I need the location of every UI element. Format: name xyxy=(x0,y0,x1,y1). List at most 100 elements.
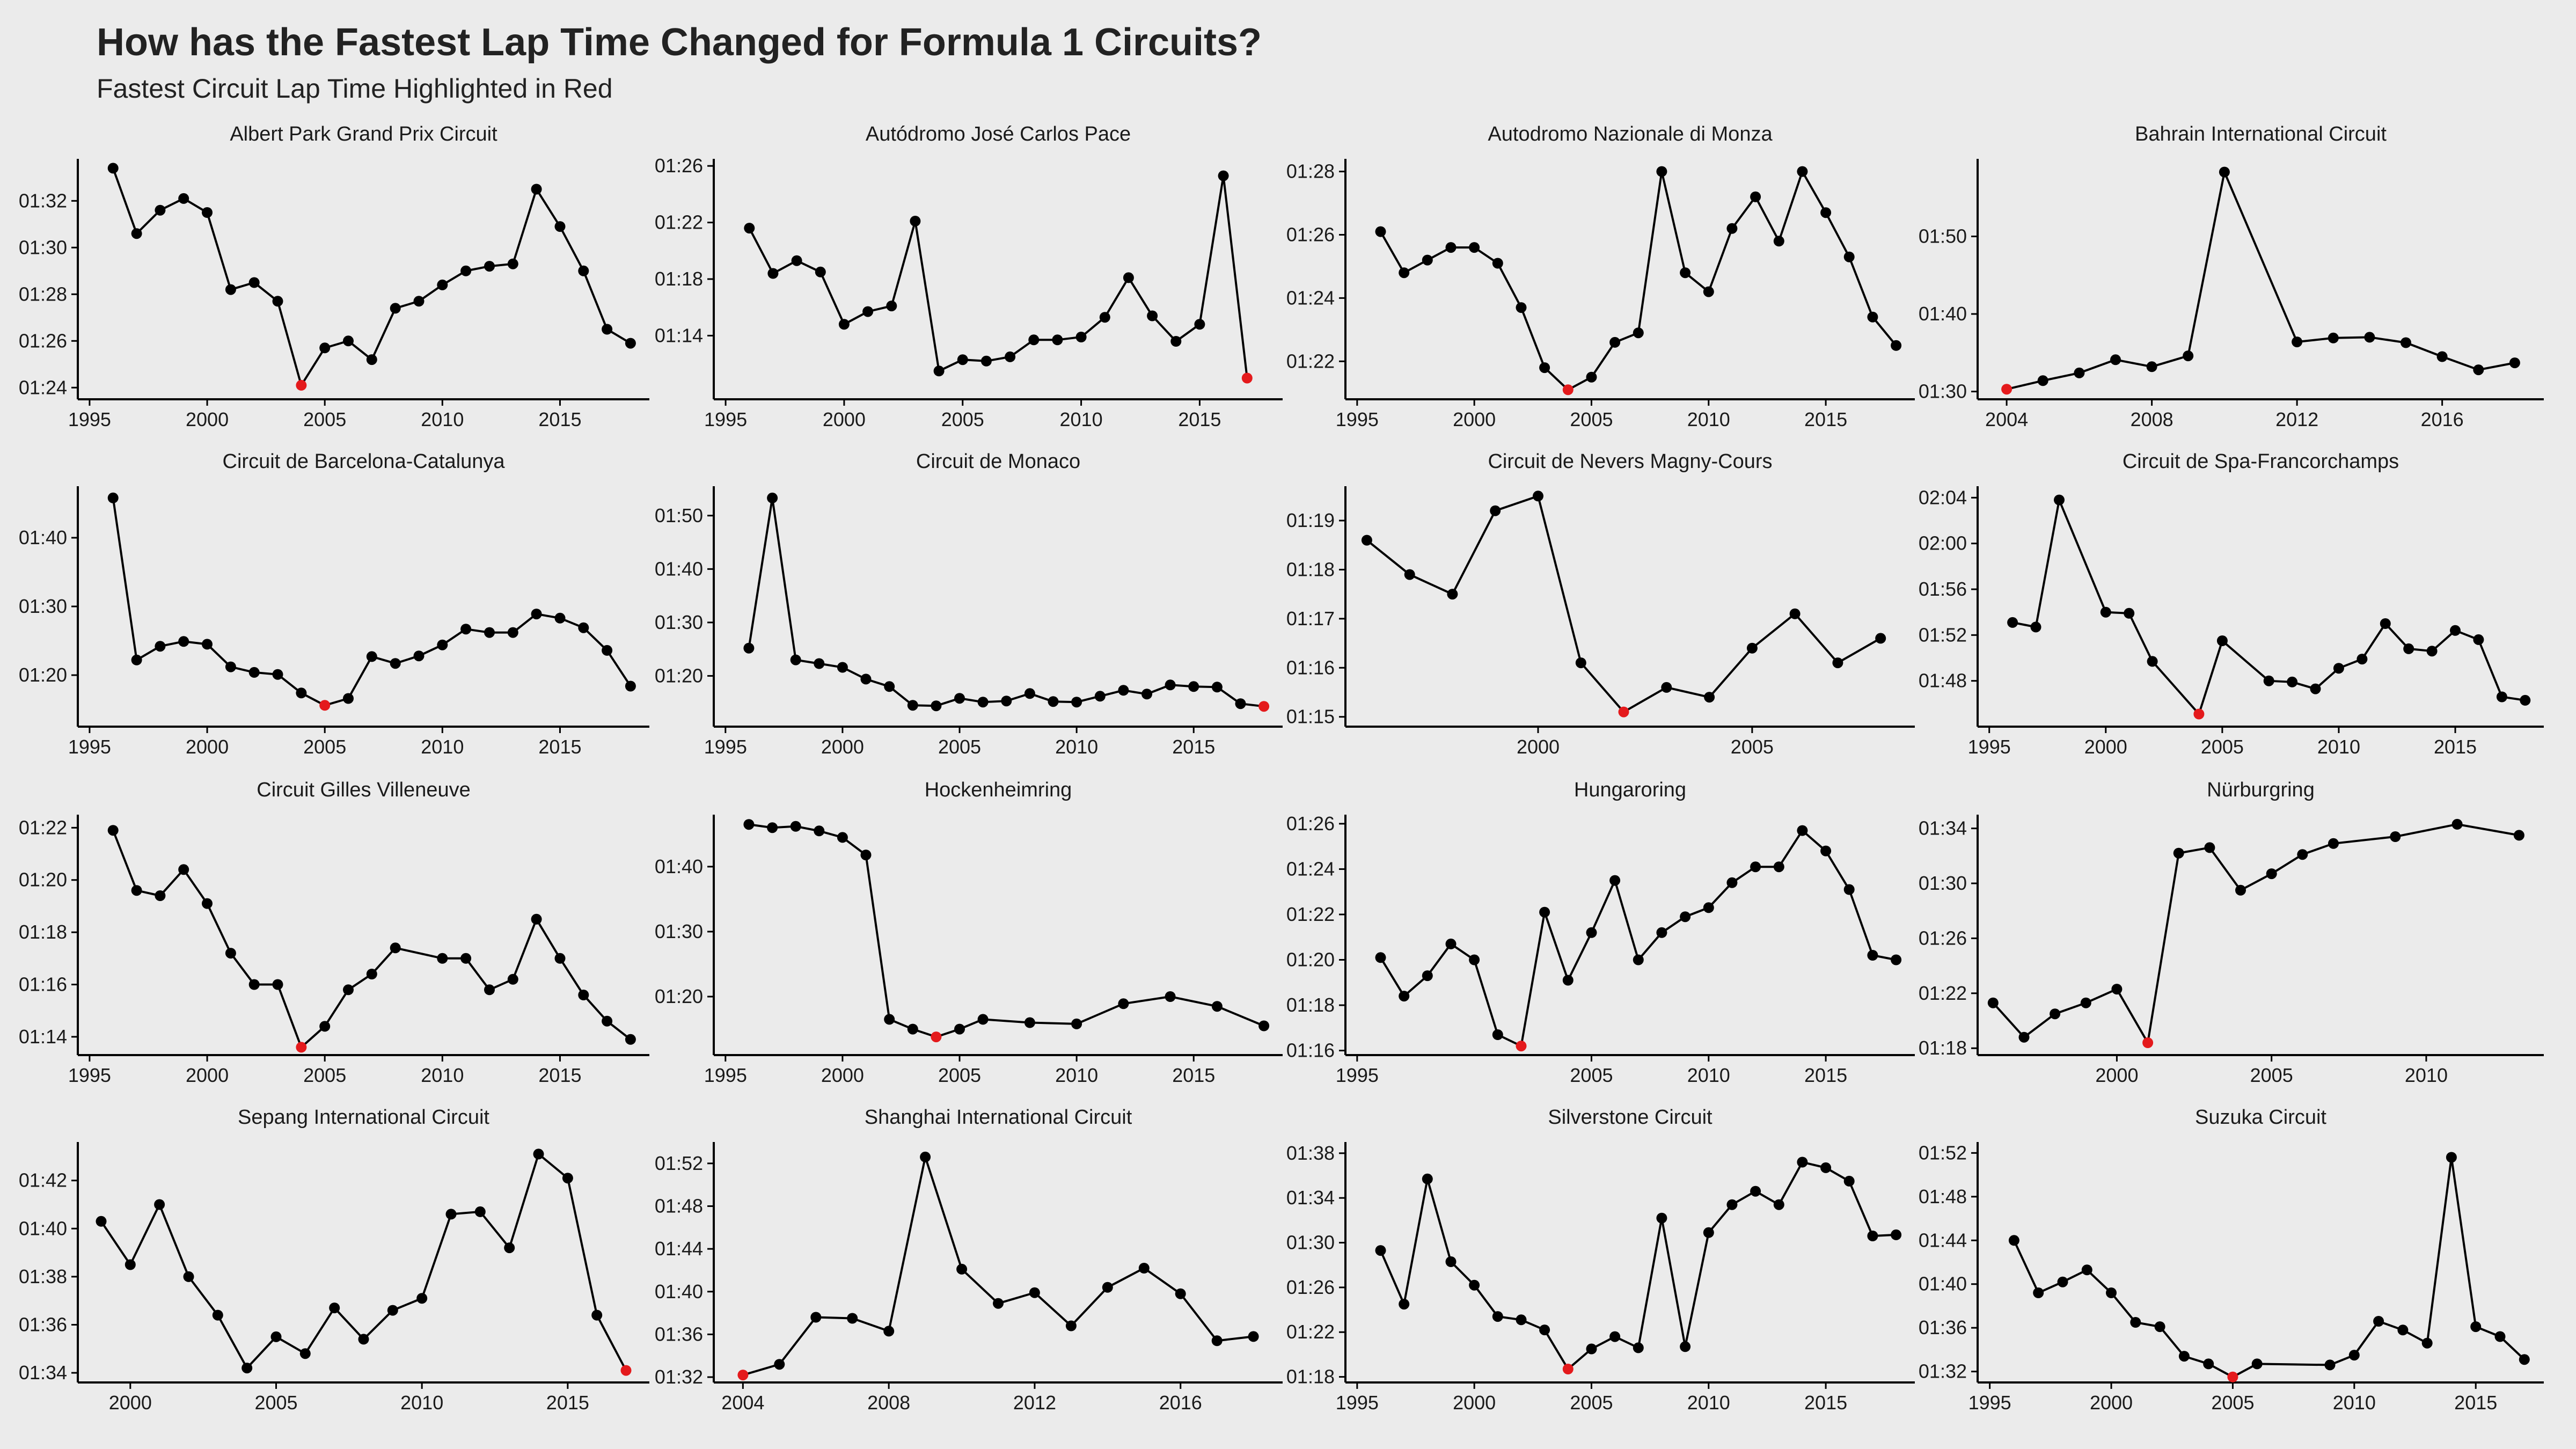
y-tick-label: 02:00 xyxy=(1919,532,1967,554)
data-point xyxy=(2450,625,2461,636)
x-tick-label: 1995 xyxy=(68,408,111,430)
x-tick-label: 2005 xyxy=(938,736,981,758)
x-tick-label: 2010 xyxy=(1055,736,1098,758)
data-point xyxy=(602,324,613,335)
x-tick-label: 2005 xyxy=(303,408,346,430)
data-point xyxy=(1891,340,1902,351)
data-point xyxy=(1516,1314,1527,1326)
data-point xyxy=(1633,327,1644,339)
data-point xyxy=(531,609,542,620)
data-point xyxy=(1175,1288,1186,1299)
data-point xyxy=(507,627,518,638)
data-point xyxy=(1029,1287,1040,1298)
data-point xyxy=(1750,861,1761,873)
data-point xyxy=(1609,1331,1621,1342)
y-tick-label: 01:26 xyxy=(19,330,67,352)
series-line xyxy=(1379,169,1897,391)
chart-title: How has the Fastest Lap Time Changed for… xyxy=(97,21,1262,64)
data-point xyxy=(413,296,425,307)
data-point xyxy=(554,612,566,624)
panel: Autódromo José Carlos Pace 1995 2000 2005 20… xyxy=(655,123,1283,430)
data-point xyxy=(1703,902,1714,913)
data-point xyxy=(107,825,119,836)
x-tick-label: 2000 xyxy=(2095,1064,2138,1086)
fastest-lap-point xyxy=(1562,1364,1574,1374)
data-point xyxy=(838,319,850,330)
data-point xyxy=(1891,954,1902,965)
data-point xyxy=(1820,845,1832,857)
data-point xyxy=(225,948,236,959)
x-tick-label: 2016 xyxy=(1159,1392,1202,1414)
data-point xyxy=(2251,1358,2263,1370)
x-tick-label: 1995 xyxy=(1968,1392,2011,1414)
fastest-lap-point xyxy=(296,1042,307,1053)
panel: Shanghai International Circuit 2004 2008 20… xyxy=(655,1106,1283,1414)
data-point xyxy=(1575,657,1586,669)
panel-title: Hungaroring xyxy=(1574,779,1686,801)
x-tick-label: 2005 xyxy=(303,736,346,758)
data-point xyxy=(202,639,213,650)
data-point xyxy=(1703,1227,1714,1238)
data-point xyxy=(1235,698,1246,709)
data-point xyxy=(1633,1342,1644,1353)
x-tick-label: 2010 xyxy=(1055,1064,1098,1086)
x-tick-label: 2015 xyxy=(546,1392,589,1414)
data-point xyxy=(2173,847,2184,859)
data-point xyxy=(202,207,213,218)
y-tick-label: 01:30 xyxy=(19,236,67,258)
data-point xyxy=(837,832,848,843)
data-point xyxy=(2154,1321,2165,1333)
fastest-lap-point xyxy=(620,1365,632,1376)
panel-title: Bahrain International Circuit xyxy=(2135,123,2387,145)
y-tick-label: 01:20 xyxy=(19,664,67,686)
panel: Sepang International Circuit 2000 2005 2010… xyxy=(19,1106,649,1414)
data-point xyxy=(2106,1287,2117,1298)
data-point xyxy=(241,1363,253,1374)
data-point xyxy=(178,636,189,647)
x-tick-label: 2010 xyxy=(2333,1392,2376,1414)
data-point xyxy=(366,651,377,662)
data-point xyxy=(1075,332,1087,342)
data-point xyxy=(2333,663,2344,674)
data-point xyxy=(1422,254,1433,266)
y-tick-label: 01:28 xyxy=(19,283,67,305)
data-point xyxy=(1211,1335,1223,1346)
data-point xyxy=(437,639,448,650)
panel-title: Autódromo José Carlos Pace xyxy=(866,123,1131,145)
data-point xyxy=(1516,302,1527,313)
series-line xyxy=(748,175,1248,378)
y-tick-label: 01:22 xyxy=(655,211,703,233)
data-point xyxy=(1867,311,1878,323)
panel-title: Sepang International Circuit xyxy=(238,1106,489,1129)
data-point xyxy=(1867,950,1878,961)
y-tick-label: 01:26 xyxy=(1286,813,1335,835)
data-point xyxy=(2266,868,2277,880)
x-tick-label: 2005 xyxy=(1570,1064,1613,1086)
fastest-lap-point xyxy=(2142,1037,2154,1048)
data-point xyxy=(602,645,613,656)
data-point xyxy=(2364,332,2375,343)
panel-title: Hockenheimring xyxy=(925,779,1072,801)
data-point xyxy=(1726,223,1738,234)
data-point xyxy=(1726,877,1738,888)
data-point xyxy=(1750,191,1761,202)
data-point xyxy=(183,1271,194,1282)
data-point xyxy=(2397,1324,2409,1336)
data-point xyxy=(107,492,119,503)
panel: Circuit Gilles Villeneuve 1995 2000 2005 201… xyxy=(19,779,649,1086)
data-point xyxy=(474,1206,486,1217)
data-point xyxy=(954,693,965,704)
fastest-lap-point xyxy=(2193,708,2205,720)
fastest-lap-point xyxy=(1516,1041,1527,1052)
data-point xyxy=(554,221,566,232)
fastest-lap-point xyxy=(2001,384,2012,395)
data-point xyxy=(296,687,307,699)
data-point xyxy=(2037,375,2048,386)
data-point xyxy=(1656,927,1667,938)
data-point xyxy=(2030,621,2041,633)
x-tick-label: 2005 xyxy=(1731,736,1774,758)
data-point xyxy=(1099,312,1110,323)
data-point xyxy=(2074,367,2085,378)
panel-title: Circuit de Spa-Francorchamps xyxy=(2123,450,2399,473)
panel: Hockenheimring 1995 2000 2005 2010 2015 01:20 0… xyxy=(655,779,1283,1086)
